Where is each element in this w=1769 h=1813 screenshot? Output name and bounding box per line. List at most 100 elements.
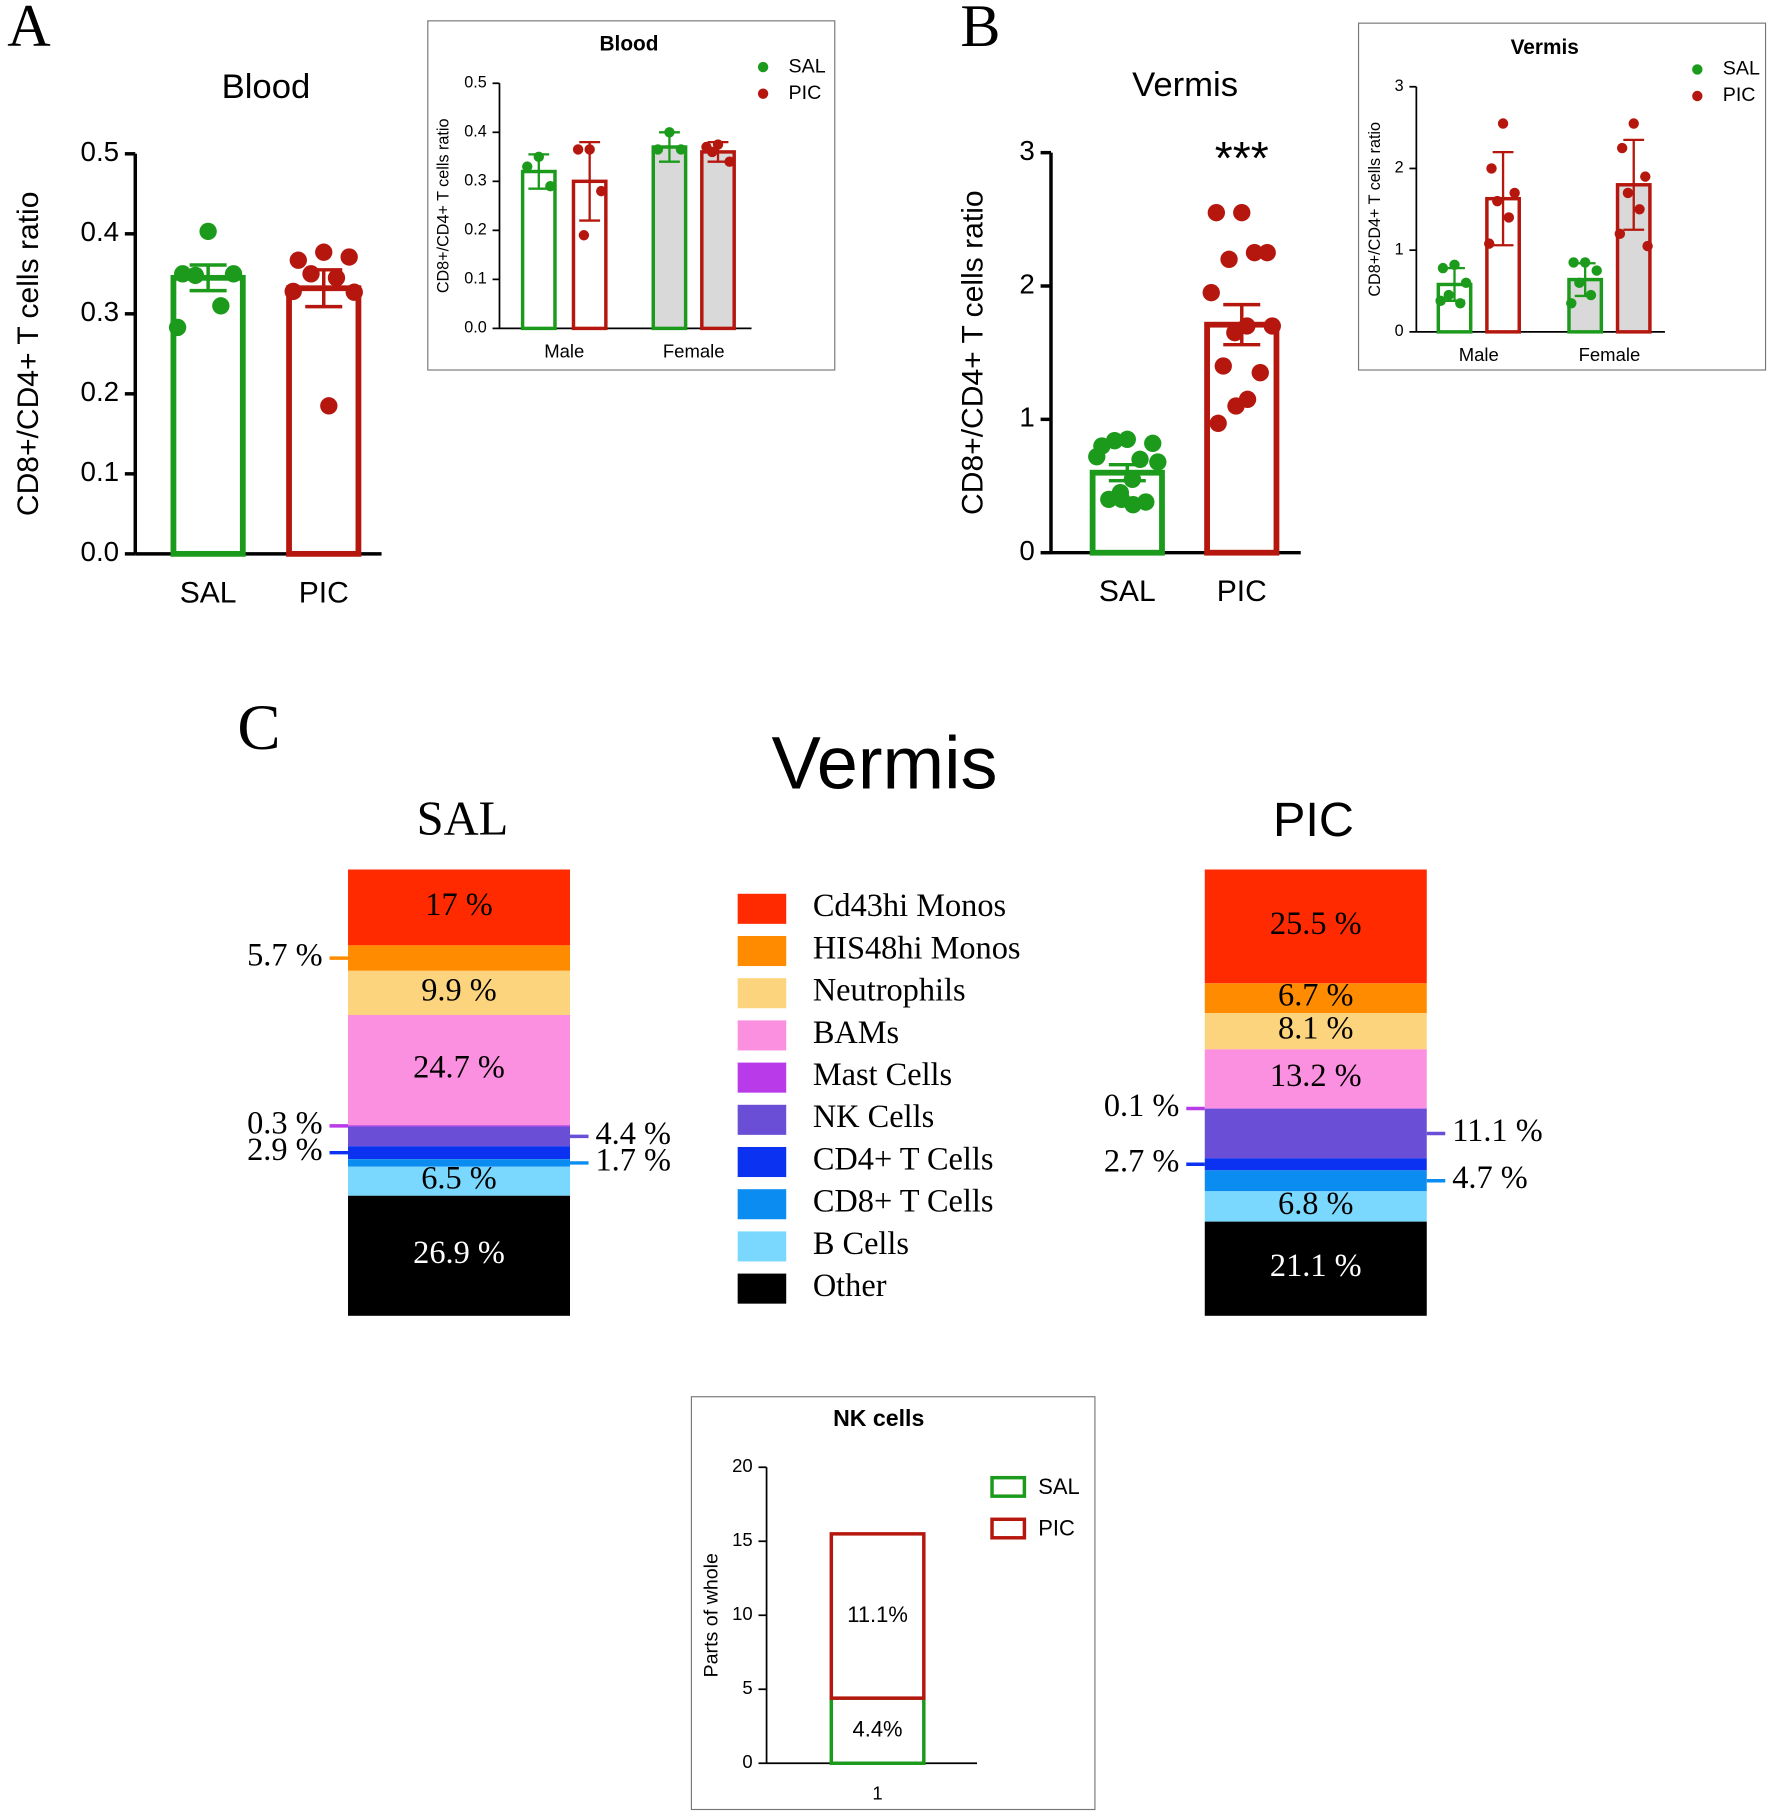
data-point xyxy=(1124,496,1142,514)
x-tick-label: Male xyxy=(544,341,584,362)
data-point xyxy=(1209,414,1227,433)
data-point xyxy=(284,282,302,301)
segment xyxy=(1204,1170,1427,1192)
segment xyxy=(829,1532,926,1700)
data-point xyxy=(320,397,338,415)
bar xyxy=(1204,321,1280,556)
data-point xyxy=(327,269,346,287)
legend-swatch xyxy=(737,1020,787,1051)
data-point xyxy=(1460,277,1472,289)
legend-label: Neutrophils xyxy=(813,973,966,1009)
legend-swatch xyxy=(737,1231,787,1262)
legend-swatch xyxy=(990,1517,1027,1540)
segment xyxy=(1204,983,1427,1014)
y-axis-label: CD8+/CD4+ T cells ratio xyxy=(12,192,45,517)
value-label: 1.7 % xyxy=(595,1142,671,1178)
value-label: 5.7 % xyxy=(247,938,323,974)
y-tick-label: 0.3 xyxy=(81,296,120,327)
data-point xyxy=(1579,257,1591,268)
y-tick-label: 10 xyxy=(732,1603,753,1624)
error-bar xyxy=(1623,138,1645,231)
y-tick-label: 0.2 xyxy=(81,376,120,407)
value-label: 8.1 % xyxy=(1278,1011,1354,1047)
legend-swatch xyxy=(737,1189,787,1220)
data-point xyxy=(1492,195,1503,207)
legend-label: SAL xyxy=(1723,58,1760,80)
data-point xyxy=(1497,118,1509,129)
data-point xyxy=(1144,434,1162,453)
value-label: 11.1 % xyxy=(1452,1113,1542,1149)
data-point xyxy=(533,151,544,163)
legend-label: B Cells xyxy=(813,1226,909,1262)
segment xyxy=(1204,1013,1427,1050)
y-tick-label: 0.0 xyxy=(81,536,120,567)
value-label: 6.7 % xyxy=(1278,978,1354,1014)
data-point xyxy=(1437,262,1449,274)
chart-title: Vermis xyxy=(771,721,997,804)
y-axis-label: CD8+/CD4+ T cells ratio xyxy=(1366,122,1384,297)
segment xyxy=(348,1014,571,1126)
data-point xyxy=(1634,204,1645,215)
y-tick-label: 20 xyxy=(732,1455,753,1476)
data-point xyxy=(1226,324,1244,342)
y-tick-label: 2 xyxy=(1395,159,1404,177)
data-point xyxy=(1202,283,1220,302)
y-tick-label: 3 xyxy=(1019,135,1034,166)
data-point xyxy=(584,144,595,155)
y-tick-label: 0.5 xyxy=(81,136,120,167)
value-label: 6.8 % xyxy=(1278,1186,1354,1222)
y-tick-label: 0.3 xyxy=(464,172,486,190)
data-point xyxy=(1614,228,1626,240)
data-point xyxy=(1640,171,1651,182)
data-point xyxy=(1100,490,1118,509)
inset-frame xyxy=(427,20,836,371)
value-label: 13.2 % xyxy=(1270,1058,1362,1094)
legend-swatch xyxy=(737,1062,787,1093)
legend-marker xyxy=(1692,90,1703,102)
segment xyxy=(348,945,571,971)
value-label: 6.5 % xyxy=(421,1161,497,1197)
legend-swatch xyxy=(737,935,787,967)
data-point xyxy=(675,144,687,155)
data-point xyxy=(315,243,333,261)
y-tick-label: 0 xyxy=(742,1751,752,1772)
data-point xyxy=(1233,203,1251,222)
chart-title: Vermis xyxy=(1132,66,1238,104)
legend-label: NK Cells xyxy=(813,1099,934,1135)
x-tick-label: PIC xyxy=(1217,575,1267,608)
value-label: 2.9 % xyxy=(247,1132,323,1168)
bar xyxy=(286,285,362,557)
y-axis-label: CD8+/CD4+ T cells ratio xyxy=(434,118,452,293)
y-tick-label: 0.1 xyxy=(81,456,120,487)
x-tick-label: SAL xyxy=(180,576,237,609)
value-label: 2.7 % xyxy=(1104,1144,1180,1180)
segment xyxy=(1204,869,1427,984)
data-point xyxy=(1642,240,1653,252)
data-point xyxy=(596,185,607,197)
value-label: 25.5 % xyxy=(1270,906,1362,942)
legend-label: BAMs xyxy=(813,1015,899,1051)
data-point xyxy=(289,251,307,269)
data-point xyxy=(1123,470,1142,489)
legend-swatch xyxy=(737,1104,787,1135)
bar-heading: PIC xyxy=(1273,793,1354,847)
x-tick-label: 1 xyxy=(872,1782,882,1803)
value-label: 11.1% xyxy=(847,1602,908,1627)
value-label: 0.1 % xyxy=(1104,1088,1180,1124)
value-label: 17 % xyxy=(425,887,492,923)
x-tick-label: Female xyxy=(1579,344,1641,365)
data-point xyxy=(1105,432,1124,450)
panel-letter: C xyxy=(237,692,280,764)
value-label: 4.4% xyxy=(853,1716,903,1741)
data-point xyxy=(712,139,724,150)
data-point xyxy=(1251,364,1269,382)
legend-label: CD4+ T Cells xyxy=(813,1141,994,1177)
y-tick-label: 2 xyxy=(1019,268,1034,299)
data-point xyxy=(174,265,192,283)
data-point xyxy=(1566,298,1577,309)
y-tick-label: 0.1 xyxy=(464,270,486,288)
chart-title: Blood xyxy=(600,33,659,56)
y-tick-label: 1 xyxy=(1395,240,1404,258)
value-label: 0.3 % xyxy=(247,1105,323,1141)
